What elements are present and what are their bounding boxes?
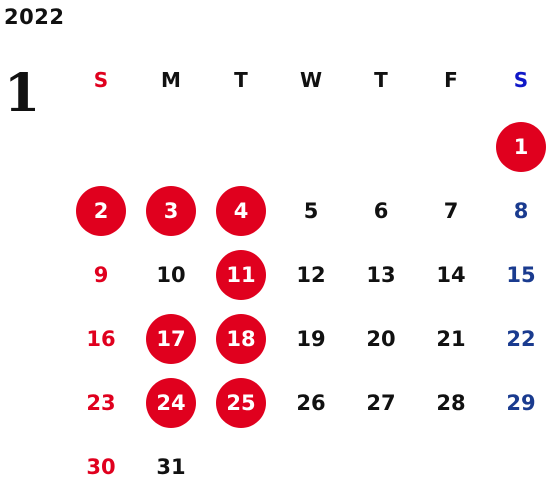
day-cell[interactable]: 9 — [66, 243, 136, 307]
day-cell-highlighted[interactable]: 3 — [136, 179, 206, 243]
day-number: 15 — [506, 263, 536, 287]
day-cell-highlighted[interactable]: 24 — [136, 371, 206, 435]
day-cell[interactable]: 27 — [346, 371, 416, 435]
day-cell[interactable]: 23 — [66, 371, 136, 435]
weekday-header: T — [374, 68, 388, 92]
day-number: 9 — [93, 263, 109, 287]
day-cell[interactable]: 31 — [136, 435, 206, 499]
day-cell[interactable]: 12 — [276, 243, 346, 307]
day-number: 5 — [303, 199, 319, 223]
day-number: 25 — [216, 378, 266, 428]
day-number: 11 — [216, 250, 266, 300]
day-number: 7 — [443, 199, 459, 223]
day-number: 12 — [296, 263, 326, 287]
weekday-header: F — [444, 68, 458, 92]
day-number: 13 — [366, 263, 396, 287]
day-number: 20 — [366, 327, 396, 351]
day-cell-highlighted[interactable]: 18 — [206, 307, 276, 371]
day-cell[interactable]: 26 — [276, 371, 346, 435]
weekday-header: W — [299, 68, 323, 92]
day-cell[interactable]: 5 — [276, 179, 346, 243]
day-cell-highlighted[interactable]: 11 — [206, 243, 276, 307]
day-cell[interactable]: 16 — [66, 307, 136, 371]
day-cell[interactable]: 20 — [346, 307, 416, 371]
day-cell-highlighted[interactable]: 25 — [206, 371, 276, 435]
day-number: 17 — [146, 314, 196, 364]
day-cell-highlighted[interactable]: 17 — [136, 307, 206, 371]
weekday-header: S — [93, 68, 109, 92]
weekday-header: S — [513, 68, 529, 92]
empty-cell — [416, 115, 486, 179]
day-number: 30 — [86, 455, 116, 479]
day-number: 29 — [506, 391, 536, 415]
day-number: 3 — [146, 186, 196, 236]
calendar-grid: S M T W T F S 1 2 3 4 5 6 7 8 9 10 11 12 13 14 15 16 17 18 19 20 21… — [66, 45, 548, 499]
weekday-header: M — [161, 68, 181, 92]
day-cell[interactable]: 22 — [486, 307, 548, 371]
day-number: 2 — [76, 186, 126, 236]
day-number: 24 — [146, 378, 196, 428]
month-label: 1 — [4, 63, 41, 124]
day-number: 6 — [373, 199, 389, 223]
day-cell[interactable]: 10 — [136, 243, 206, 307]
day-cell[interactable]: 15 — [486, 243, 548, 307]
day-cell[interactable]: 30 — [66, 435, 136, 499]
day-cell[interactable]: 7 — [416, 179, 486, 243]
day-number: 1 — [496, 122, 546, 172]
empty-cell — [136, 115, 206, 179]
day-number: 18 — [216, 314, 266, 364]
day-number: 21 — [436, 327, 466, 351]
empty-cell — [276, 115, 346, 179]
day-number: 16 — [86, 327, 116, 351]
day-number: 27 — [366, 391, 396, 415]
empty-cell — [206, 115, 276, 179]
day-number: 22 — [506, 327, 536, 351]
day-cell[interactable]: 8 — [486, 179, 548, 243]
day-cell[interactable]: 28 — [416, 371, 486, 435]
day-number: 31 — [156, 455, 186, 479]
day-number: 10 — [156, 263, 186, 287]
day-number: 19 — [296, 327, 326, 351]
day-number: 26 — [296, 391, 326, 415]
day-cell[interactable]: 29 — [486, 371, 548, 435]
day-number: 23 — [86, 391, 116, 415]
day-number: 8 — [513, 199, 529, 223]
day-cell[interactable]: 19 — [276, 307, 346, 371]
day-number: 4 — [216, 186, 266, 236]
day-cell-highlighted[interactable]: 1 — [486, 115, 548, 179]
day-number: 28 — [436, 391, 466, 415]
day-cell-highlighted[interactable]: 2 — [66, 179, 136, 243]
empty-cell — [66, 115, 136, 179]
day-cell[interactable]: 21 — [416, 307, 486, 371]
day-number: 14 — [436, 263, 466, 287]
day-cell-highlighted[interactable]: 4 — [206, 179, 276, 243]
day-cell[interactable]: 6 — [346, 179, 416, 243]
day-cell[interactable]: 14 — [416, 243, 486, 307]
year-label: 2022 — [4, 5, 65, 29]
weekday-header: T — [234, 68, 248, 92]
empty-cell — [346, 115, 416, 179]
day-cell[interactable]: 13 — [346, 243, 416, 307]
